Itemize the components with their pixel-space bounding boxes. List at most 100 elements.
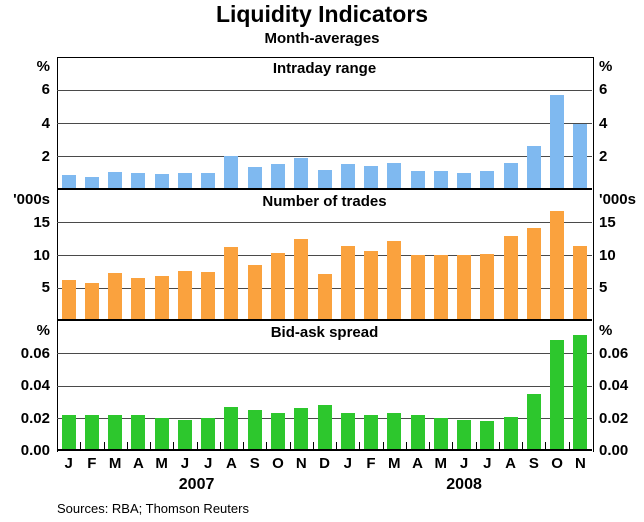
month-label: M xyxy=(388,455,401,472)
month-label: J xyxy=(180,455,190,472)
y-tick-label: 6 xyxy=(599,81,608,99)
month-label: J xyxy=(343,455,352,472)
bar xyxy=(84,177,99,188)
axis-tick xyxy=(498,442,500,449)
bar xyxy=(154,418,169,449)
y-tick-label: 10 xyxy=(33,246,50,264)
bar xyxy=(457,173,472,188)
bar xyxy=(177,419,192,449)
bar xyxy=(526,393,541,449)
bar xyxy=(387,241,402,319)
axis-tick xyxy=(429,442,431,449)
gridline xyxy=(57,385,592,387)
bar xyxy=(131,414,146,449)
gridline xyxy=(57,353,592,354)
y-tick-label: 0.02 xyxy=(20,409,50,427)
axis-tick xyxy=(452,442,454,449)
x-axis-year-labels: 2007 2008 xyxy=(57,476,592,496)
axis-tick xyxy=(266,442,268,449)
bar xyxy=(364,166,379,188)
axis-tick xyxy=(243,442,245,449)
month-label: F xyxy=(366,455,376,472)
bar xyxy=(177,270,192,319)
bar xyxy=(294,408,309,449)
axis-tick xyxy=(289,442,291,449)
axis-tick xyxy=(219,442,221,449)
sources-note: Sources: RBA; Thomson Reuters xyxy=(57,501,249,516)
month-label: A xyxy=(412,455,423,472)
plot-frame xyxy=(57,57,594,452)
y-axis-unit-label: % xyxy=(599,58,613,75)
bar xyxy=(294,158,309,188)
bar xyxy=(526,227,541,319)
month-label: J xyxy=(459,455,469,472)
bar xyxy=(224,406,239,449)
panel-bid-ask-spread: 0.02 0.02 0.04 0.04 0.06 0.06 0.00 0.00%% Bid-as… xyxy=(21,321,628,459)
axis-tick xyxy=(382,442,384,449)
axis-tick xyxy=(196,442,198,449)
bar xyxy=(108,172,123,188)
bar xyxy=(550,340,565,449)
panel-intraday-range: 2 2 4 4 6 6%% Intraday range xyxy=(37,57,612,190)
bar xyxy=(480,171,495,188)
bar xyxy=(84,414,99,449)
y-tick-label: 2 xyxy=(41,147,50,165)
month-label: S xyxy=(249,455,260,472)
bar xyxy=(433,418,448,449)
y-tick-label: 0.06 xyxy=(599,344,629,362)
axis-tick xyxy=(150,442,152,449)
y-axis-unit-label: '000s xyxy=(599,191,636,208)
bar xyxy=(131,278,146,319)
axis-tick xyxy=(568,442,570,449)
y-axis-unit-label: % xyxy=(36,322,50,339)
bar xyxy=(177,173,192,188)
month-label: N xyxy=(295,455,307,472)
month-label: A xyxy=(226,455,237,472)
bar xyxy=(340,245,355,319)
bar xyxy=(503,163,518,188)
y-tick-label-zero: 0.00 xyxy=(20,442,50,459)
bar xyxy=(550,94,565,188)
bar xyxy=(550,210,565,319)
bar xyxy=(387,163,402,188)
bar xyxy=(154,276,169,319)
axis-tick xyxy=(475,442,477,449)
month-label: O xyxy=(551,455,563,472)
month-label: F xyxy=(87,455,97,472)
bar xyxy=(108,273,123,319)
y-tick-label: 4 xyxy=(41,114,50,132)
y-tick-label: 0.06 xyxy=(20,344,50,362)
bar xyxy=(503,416,518,449)
axis-tick xyxy=(173,442,175,449)
bar xyxy=(61,174,76,188)
bar xyxy=(270,252,285,319)
month-label: J xyxy=(64,455,73,472)
month-label: N xyxy=(574,455,586,472)
y-tick-label: 0.02 xyxy=(599,409,629,427)
chart-title: Liquidity Indicators xyxy=(215,1,429,27)
axis-tick xyxy=(545,442,547,449)
y-axis-unit-label: % xyxy=(599,322,613,339)
bar xyxy=(270,163,285,188)
month-label: D xyxy=(319,455,330,472)
y-tick-label: 15 xyxy=(33,213,50,231)
bar xyxy=(108,414,123,449)
axis-tick xyxy=(522,442,524,449)
y-tick-label: 10 xyxy=(599,246,616,264)
bar xyxy=(480,253,495,319)
bar xyxy=(317,405,332,449)
axis-tick xyxy=(405,442,407,449)
bar xyxy=(247,167,262,188)
axis-tick xyxy=(126,442,128,449)
axis-tick xyxy=(312,442,314,449)
month-label: A xyxy=(505,455,516,472)
bar xyxy=(503,236,518,319)
bar xyxy=(573,124,588,188)
month-label: A xyxy=(132,455,144,472)
bar xyxy=(247,410,262,449)
month-label: M xyxy=(108,455,122,472)
month-label: J xyxy=(483,455,492,472)
panel-title: Number of trades xyxy=(262,193,387,210)
bar xyxy=(61,414,76,449)
